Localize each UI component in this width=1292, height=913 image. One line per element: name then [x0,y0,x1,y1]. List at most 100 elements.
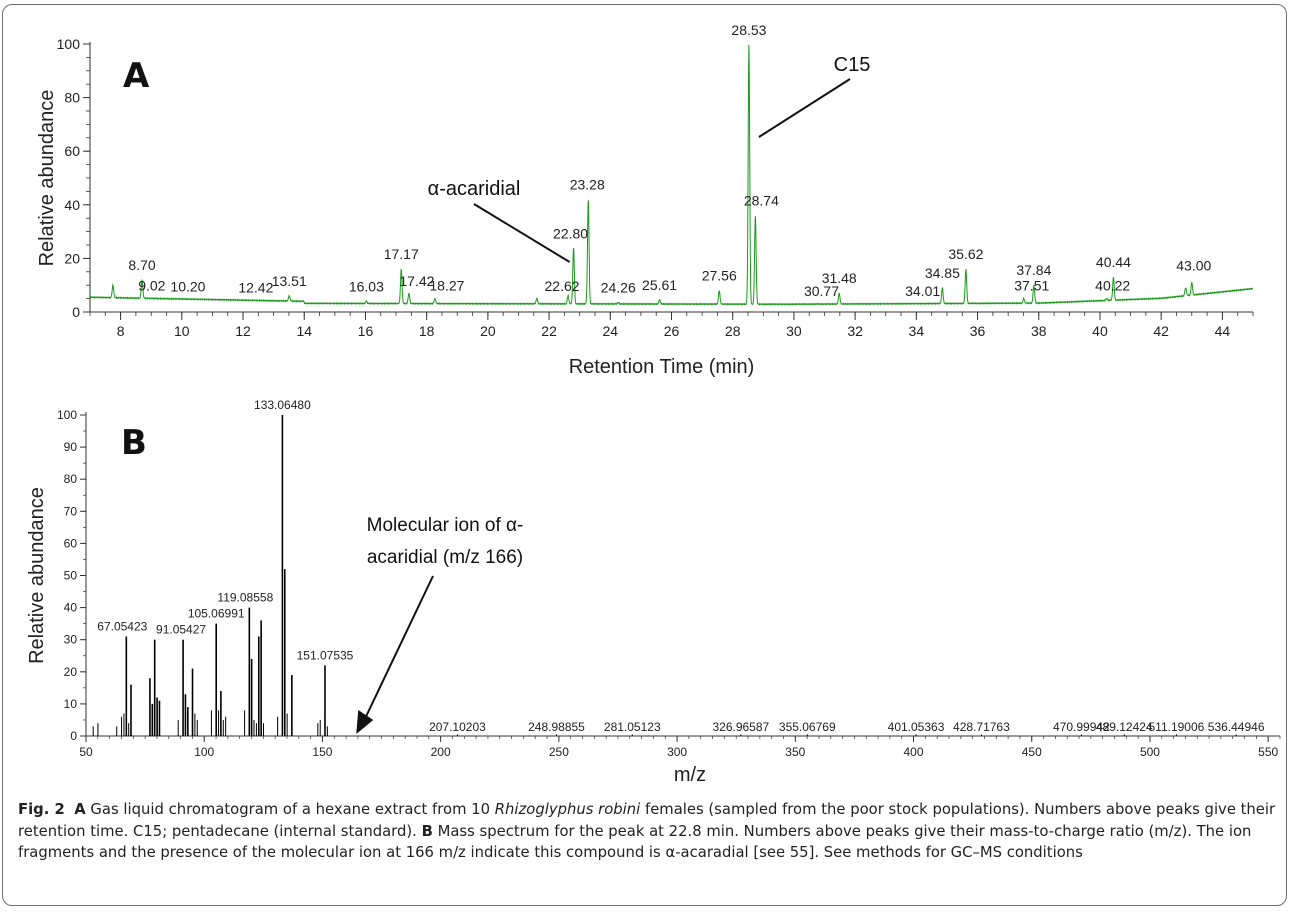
x-tick-label: 32 [847,323,863,339]
peak-label: 91.05427 [156,623,206,637]
peak-label: 34.01 [905,283,940,299]
peak-label: 326.96587 [712,720,769,734]
peak-label: 536.44946 [1208,720,1265,734]
x-tick-label: 500 [1140,745,1160,759]
caption-species: Rhizoglyphus robini [494,801,641,818]
peak-label: 22.62 [545,278,580,294]
peak-label: 27.56 [702,268,737,284]
peak-label: 151.07535 [297,648,354,662]
x-tick-label: 550 [1258,745,1278,759]
x-tick-label: 150 [312,745,332,759]
annotation-arrow-line [365,575,434,717]
caption-fig-label: Fig. 2 [18,801,65,818]
x-axis-label: m/z [674,764,706,786]
peak-label: 16.03 [349,278,384,294]
y-tick-label: 100 [57,36,81,52]
peak-label: 119.08558 [217,591,273,605]
x-tick-label: 40 [1092,323,1108,339]
y-tick-label: 40 [64,197,80,213]
y-tick-label: 100 [57,408,77,422]
x-tick-label: 350 [785,745,805,759]
x-tick-label: 30 [786,323,802,339]
caption-b-text: Mass spectrum for the peak at 22.8 min. … [18,822,1252,862]
x-tick-label: 44 [1215,323,1231,339]
panel-label-a: A [123,56,150,96]
y-tick-label: 60 [64,536,78,550]
x-tick-label: 400 [904,745,924,759]
x-tick-label: 20 [480,323,496,339]
chromatogram-trace [89,44,1254,306]
x-tick-label: 38 [1031,323,1047,339]
y-axis-label: Relative abundance [36,90,58,267]
figure-frame [2,4,1287,906]
caption-b-label: B [421,822,433,840]
y-tick-label: 40 [64,601,78,615]
y-axis-label: Relative abundance [26,487,48,664]
y-tick-label: 50 [64,569,78,583]
peak-label: 10.20 [170,278,205,294]
x-tick-label: 12 [235,323,251,339]
x-axis-label: Retention Time (min) [569,356,755,378]
caption-a-label: A [74,801,86,818]
annotation-c15: C15 [834,54,871,76]
caption-a-text-2: females (sampled from the poor stock pop… [18,801,1276,840]
y-tick-label: 20 [64,250,80,266]
peak-label: 23.28 [570,176,605,192]
peak-label: 13.51 [272,273,307,289]
y-tick-label: 90 [64,440,78,454]
peak-label: 133.06480 [254,398,311,412]
peak-label: 30.77 [804,283,839,299]
peak-label: 105.06991 [188,607,245,621]
peak-label: 28.53 [731,22,766,38]
y-tick-label: 60 [64,143,80,159]
x-tick-label: 36 [970,323,986,339]
x-tick-label: 16 [358,323,374,339]
peak-label: 8.70 [128,257,155,273]
x-tick-label: 26 [664,323,680,339]
peak-label: 31.48 [822,270,857,286]
x-tick-label: 8 [117,323,125,339]
x-tick-label: 200 [431,745,451,759]
peak-label: 281.05123 [604,720,661,734]
annotation-acaridial-line [473,203,571,263]
peak-label: 28.74 [744,193,779,209]
annotation-c15-line [758,78,851,138]
peak-label: 207.10203 [429,720,486,734]
y-tick-label: 80 [64,90,80,106]
x-tick-label: 18 [419,323,435,339]
y-tick-label: 30 [64,633,78,647]
annotation-arrowhead [356,710,374,734]
peak-label: 37.51 [1014,278,1049,294]
peak-label: 401.05363 [888,720,945,734]
peak-label: 18.27 [429,278,464,294]
peak-label: 12.42 [238,280,273,296]
peak-label: 67.05423 [97,619,147,633]
x-tick-label: 22 [541,323,557,339]
y-tick-label: 0 [72,304,80,320]
chart-panel-a: 8 10 12 14 16 18 20 22 24 26 28 30 32 34 36 38 40 42 44 0 20… [36,22,1254,378]
peak-label: 511.19006 [1148,720,1204,734]
peak-label: 428.71763 [953,720,1010,734]
x-tick-label: 28 [725,323,741,339]
peak-label: 34.85 [925,265,960,281]
peak-label: 43.00 [1176,258,1211,274]
peak-label: 9.02 [138,278,165,294]
x-tick-label: 250 [549,745,569,759]
peak-label: 355.06769 [779,720,836,734]
x-tick-label: 10 [174,323,190,339]
x-tick-label: 42 [1153,323,1169,339]
peak-label: 470.99942 [1053,720,1110,734]
x-tick-label: 100 [194,745,214,759]
peak-label: 35.62 [948,246,983,262]
y-tick-label: 70 [64,504,78,518]
annotation-acaridial: α-acaridial [428,178,521,200]
peak-label: 40.22 [1095,278,1130,294]
y-tick-label: 10 [64,697,78,711]
y-tick-label: 0 [70,729,77,743]
x-tick-label: 14 [296,323,312,339]
x-tick-label: 34 [909,323,925,339]
panel-label-b: B [121,423,147,463]
peak-label: 40.44 [1096,254,1131,270]
peak-label: 17.17 [384,246,419,262]
